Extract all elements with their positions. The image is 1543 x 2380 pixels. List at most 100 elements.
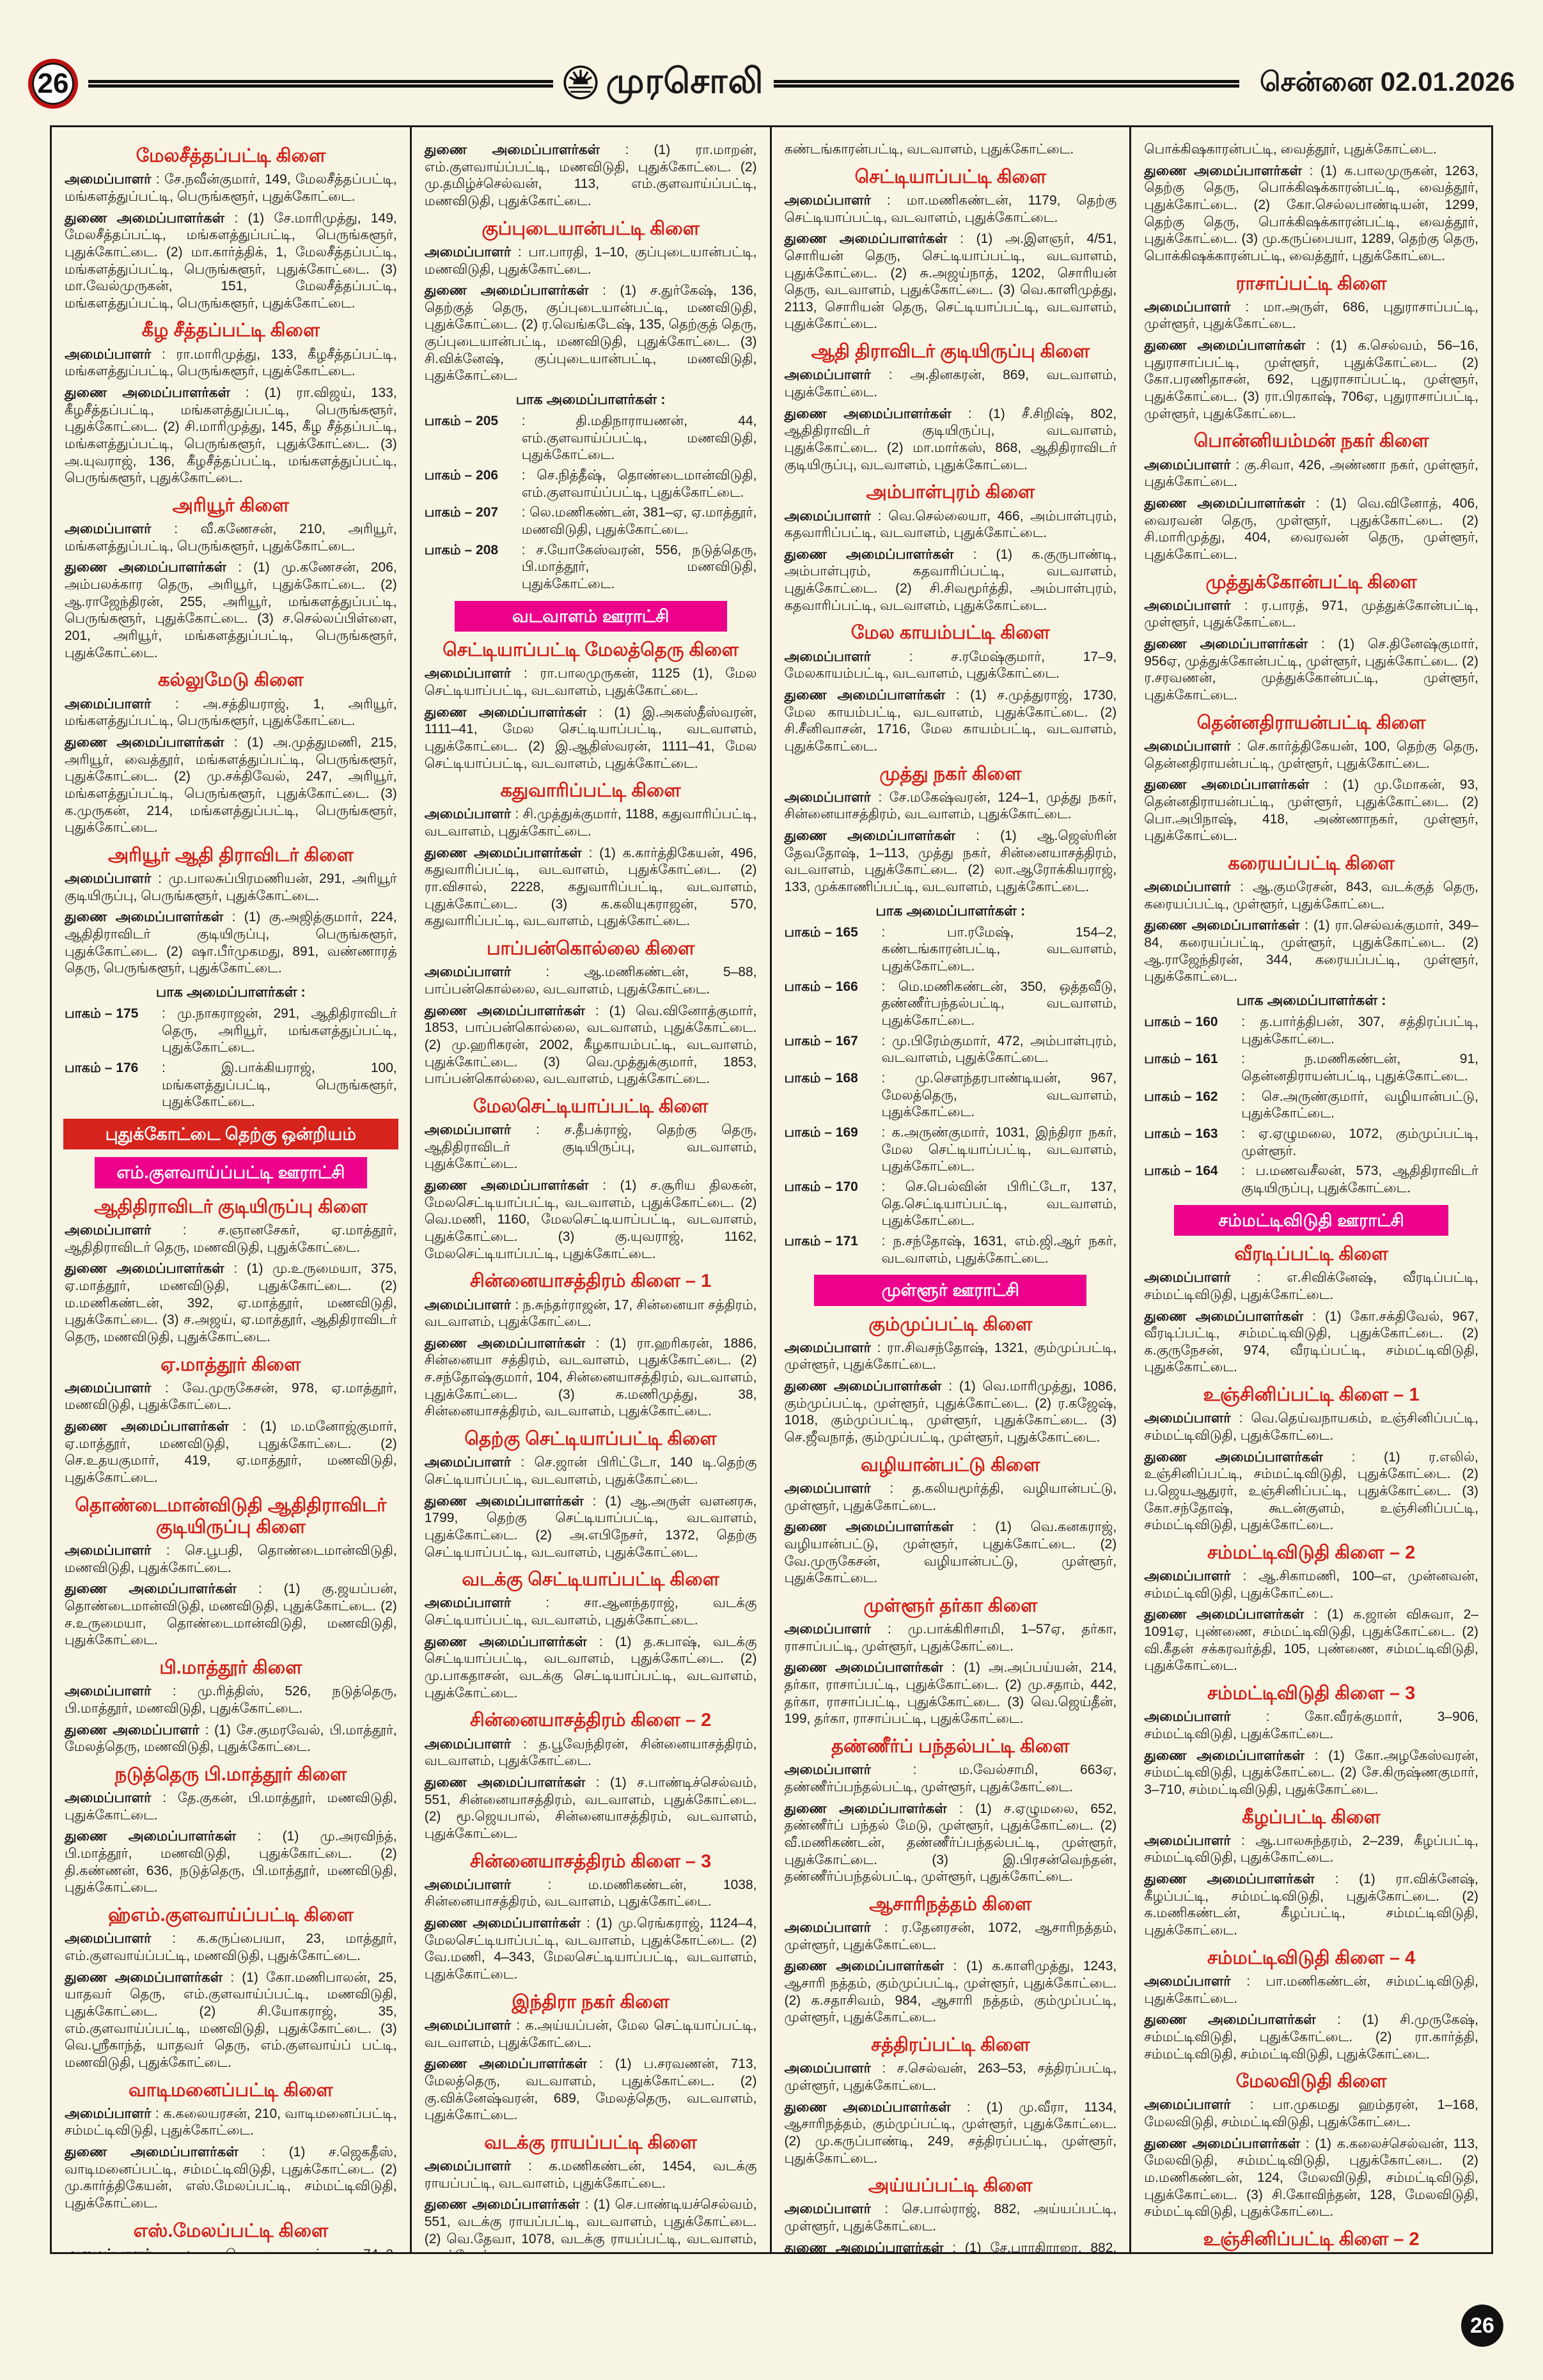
- organizer-paragraph: அமைப்பாளர் : ஆ.மணிகண்டன், 5–88, பாப்பன்க…: [424, 964, 757, 997]
- paragraph-lead-label: அமைப்பாளர்: [784, 648, 909, 664]
- branch-heading: ஹ்எம்.குளவாய்ப்பட்டி கிளை: [107, 1905, 354, 1926]
- paga-row: பாகம் – 176: இ.பாக்கியராஜ், 100, மங்களத்…: [65, 1060, 397, 1111]
- paga-row: பாகம் – 169: க.அருண்குமார், 1031, இந்திர…: [785, 1124, 1117, 1176]
- paga-organizers-subheading: பாக அமைப்பாளர்கள் :: [515, 391, 666, 408]
- edition-city: சென்னை: [1259, 66, 1374, 97]
- paragraph-lead-label: அமைப்பாளர்: [784, 1762, 913, 1778]
- organizer-paragraph: அமைப்பாளர் : ஆ.சிகாமணி, 100–எ, முன்னவன்,…: [1144, 1568, 1478, 1601]
- paragraph-lead-label: துணை அமைப்பாளர்கள்: [424, 1335, 596, 1351]
- banner-wrap: எம்.குளவாய்ப்பட்டி ஊராட்சி: [65, 1157, 397, 1188]
- panchayat-banner: வடவாளம் ஊராட்சி: [454, 600, 727, 632]
- paragraph-lead-label: அமைப்பாளர்: [65, 171, 156, 187]
- organizer-paragraph: துணை அமைப்பாளர்கள் : (1) வெ.வினோத்குமார்…: [424, 1002, 757, 1087]
- panchayat-banner: சம்மட்டிவிடுதி ஊராட்சி: [1174, 1204, 1448, 1236]
- paragraph-lead-label: அமைப்பாளர்: [65, 1543, 166, 1559]
- organizer-paragraph: துணை அமைப்பாளர்கள் : (1) மு.வீரா, 1134, …: [784, 2099, 1117, 2166]
- organizer-paragraph: அமைப்பாளர் : பா.மணிகண்டன், சம்மட்டிவிடுத…: [1144, 1973, 1478, 2006]
- branch-heading: மேலசீத்தப்பட்டி கிளை: [136, 146, 326, 166]
- paga-number: பாகம் – 167: [784, 1033, 858, 1048]
- branch-heading: ஆதிதிராவிடர் குடியிருப்பு கிளை: [94, 1196, 368, 1217]
- paga-text: : ந.சந்தோஷ், 1631, எம்.ஜி.ஆர் நகர், வடவா…: [881, 1233, 1117, 1266]
- branch-heading: வழியான்பட்டு கிளை: [861, 1454, 1040, 1475]
- paragraph-lead-label: அமைப்பாளர்: [424, 1595, 546, 1611]
- organizer-paragraph: துணை அமைப்பாளர்கள் : (1) ச.துர்கேஷ், 136…: [424, 283, 757, 384]
- paga-row: பாகம் – 163: ஏ.ஏழுமலை, 1072, கும்முப்பட்…: [1144, 1126, 1478, 1160]
- paga-text: : செ.அருண்குமார், வழியான்பட்டு, புதுக்கோ…: [1241, 1089, 1478, 1121]
- branch-heading: பாப்பன்கொல்லை கிளை: [486, 938, 695, 960]
- paga-text: : பா.ரமேஷ், 154–2, கண்டங்காரன்பட்டி, வடவ…: [881, 924, 1117, 974]
- organizer-paragraph: துணை அமைப்பாளர்கள் : (1) கோ.சக்திவேல், 9…: [1144, 1308, 1478, 1375]
- organizer-paragraph: அமைப்பாளர் : அ.தினகரன், 869, வடவாளம், பு…: [784, 367, 1117, 400]
- branch-heading: சத்திரப்பட்டி கிளை: [871, 2035, 1030, 2056]
- paragraph-lead-label: துணை அமைப்பாளர்கள்: [1144, 1606, 1314, 1622]
- organizer-paragraph: அமைப்பாளர் : ச.ரமேஷ்குமார், 17–9, மேலகாய…: [784, 648, 1117, 681]
- paragraph-lead-label: அமைப்பாளர்: [65, 1683, 173, 1699]
- branch-heading: சின்னையாசத்திரம் கிளை – 1: [470, 1271, 712, 1292]
- branch-heading: மேலவிடுதி கிளை: [1235, 2071, 1387, 2092]
- paga-number: பாகம் – 207: [424, 505, 499, 520]
- paragraph-lead-label: துணை அமைப்பாளர்கள்: [784, 2099, 967, 2115]
- branch-heading: எஸ்.மேலப்பட்டி கிளை: [133, 2220, 329, 2241]
- paragraph-lead-label: துணை அமைப்பாளர்கள்: [65, 909, 232, 925]
- paragraph-lead-label: துணை அமைப்பாளர்: [65, 1722, 205, 1738]
- paragraph-lead-label: அமைப்பாளர்: [65, 2246, 187, 2252]
- panchayat-banner: எம்.குளவாய்ப்பட்டி ஊராட்சி: [94, 1157, 367, 1188]
- paragraph-lead-label: அமைப்பாளர்: [784, 1920, 884, 1936]
- paragraph-lead-label: துணை அமைப்பாளர்கள்: [784, 2239, 953, 2252]
- branch-heading: அம்பாள்புரம் கிளை: [866, 482, 1035, 503]
- paragraph-lead-label: துணை அமைப்பாளர்கள்: [424, 1774, 596, 1790]
- paga-row: பாகம் – 166: மெ.மணிகண்டன், 350, ஒத்தவீடு…: [785, 979, 1117, 1030]
- organizer-paragraph: துணை அமைப்பாளர்கள் : (1) க.குருபாண்டி, அ…: [784, 546, 1117, 613]
- organizer-paragraph: துணை அமைப்பாளர்கள் : (1) த.சுபாஷ், வடக்க…: [424, 1633, 757, 1700]
- organizer-paragraph: அமைப்பாளர் : வீ.கணேசன், 210, அரியூர், மங…: [65, 521, 397, 554]
- paragraph-lead-label: துணை அமைப்பாளர்கள்: [424, 704, 599, 720]
- paga-number: பாகம் – 165: [784, 924, 858, 940]
- organizer-paragraph: துணை அமைப்பாளர்கள் : (1) வெ.கனகராஜ், வழி…: [784, 1519, 1117, 1586]
- organizer-paragraph: அமைப்பாளர் : கோ.வீரக்குமார், 3–906, சம்ம…: [1144, 1709, 1478, 1741]
- paragraph-lead-label: அமைப்பாளர்: [1144, 1973, 1247, 1989]
- organizer-paragraph: துணை அமைப்பாளர்கள் : (1) மு.உருமையா, 375…: [65, 1261, 397, 1344]
- paragraph-lead-label: துணை அமைப்பாளர்கள்: [1144, 1871, 1335, 1887]
- organizer-paragraph: அமைப்பாளர் : ரா.சிவசந்தோஷ், 1321, கும்மு…: [784, 1339, 1117, 1373]
- branch-heading: அரியூர் கிளை: [172, 495, 290, 516]
- paga-number: பாகம் – 170: [784, 1179, 858, 1194]
- organizer-paragraph: அமைப்பாளர் : மு.பாக்கிரிசாமி, 1–57ஏ, தர்…: [784, 1621, 1117, 1654]
- double-rule-right: [774, 80, 1239, 88]
- paragraph-lead-label: அமைப்பாளர்: [65, 346, 162, 362]
- organizer-paragraph: அமைப்பாளர் : க.மணிகண்டன், 1454, வடக்கு ர…: [424, 2158, 757, 2191]
- organizer-paragraph: அமைப்பாளர் : க.கருப்பையா, 23, மாத்தூர், …: [65, 1931, 397, 1963]
- paragraph-lead-label: துணை அமைப்பாளர்கள்: [784, 546, 973, 562]
- organizer-paragraph: அமைப்பாளர் : மா.மணிகண்டன், 1179, தெற்கு …: [784, 192, 1117, 225]
- paragraph-lead-label: துணை அமைப்பாளர்கள்: [1144, 917, 1305, 933]
- paragraph-lead-label: அமைப்பாளர்: [784, 2060, 882, 2076]
- organizer-paragraph: அமைப்பாளர் : ர.பாரத், 971, முத்துக்கோன்ப…: [1144, 597, 1478, 630]
- branch-heading: கதுவாரிப்பட்டி கிளை: [500, 781, 681, 802]
- branch-heading: சம்மட்டிவிடுதி கிளை – 4: [1207, 1947, 1416, 1968]
- paragraph-lead-label: துணை அமைப்பாளர்கள்: [424, 1633, 599, 1649]
- organizer-paragraph: அமைப்பாளர் : ரா.மாரிமுத்து, 133, கீழசீத்…: [65, 346, 397, 379]
- organizer-paragraph: துணை அமைப்பாளர்கள் : (1) ஆ.ஜெஸ்ரின் தேவத…: [784, 828, 1117, 895]
- paragraph-lead-label: துணை அமைப்பாளர்கள்: [784, 828, 976, 844]
- organizer-paragraph: துணை அமைப்பாளர்கள் : (1) மு.ரெங்கராஜ், 1…: [424, 1915, 757, 1982]
- page-number-badge: 26: [28, 59, 78, 109]
- organizer-paragraph: துணை அமைப்பாளர்கள் : (1) ச.பாண்டிச்செல்வ…: [424, 1774, 757, 1841]
- paragraph-lead-label: துணை அமைப்பாளர்கள்: [784, 231, 960, 247]
- paragraph-lead-label: துணை அமைப்பாளர்கள்: [65, 734, 234, 750]
- paragraph-lead-label: துணை அமைப்பாளர்கள்: [65, 559, 239, 575]
- paga-row: பாகம் – 207: லெ.மணிகண்டன், 381–ஏ, ஏ.மாத்…: [425, 504, 757, 538]
- paga-text: : த.பார்த்திபன், 307, சத்திரப்பட்டி, புத…: [1241, 1015, 1478, 1046]
- continuation-paragraph: பொக்கிஷகாரன்பட்டி, வைத்தூர், புதுக்கோட்ட…: [1144, 142, 1437, 157]
- paragraph-lead-label: அமைப்பாளர்: [784, 192, 887, 208]
- paragraph-lead-label: அமைப்பாளர்: [65, 2105, 155, 2121]
- organizer-paragraph: துணை அமைப்பாளர்கள் : (1) ப.சரவணன், 713, …: [424, 2056, 757, 2123]
- paga-text: : மு.சௌந்தரபாண்டியன், 967, மேலத்தெரு, வட…: [881, 1071, 1117, 1120]
- panchayat-banner: முள்ளூர் ஊராட்சி: [814, 1275, 1087, 1306]
- paragraph-lead-label: துணை அமைப்பாளர்கள்: [65, 2144, 262, 2160]
- organizer-paragraph: அமைப்பாளர் : தே.குகன், பி.மாத்தூர், மணவி…: [65, 1790, 397, 1823]
- branch-heading: கல்லுமேடு கிளை: [158, 670, 304, 691]
- organizer-paragraph: துணை அமைப்பாளர்கள் : (1) ச.ஜெகதீஸ், வாடி…: [65, 2144, 397, 2211]
- masthead-bar: 26 முரசொலி சென்னை 02.01.2026: [28, 0, 1515, 109]
- paragraph-lead-label: துணை அமைப்பாளர்கள்: [1144, 1308, 1313, 1324]
- organizer-paragraph: துணை அமைப்பாளர்கள் : (1) க.கலைச்செல்வன்,…: [1144, 2135, 1478, 2220]
- organizer-paragraph: அமைப்பாளர் : வெ.செல்லையா, 466, அம்பாள்பு…: [784, 508, 1117, 541]
